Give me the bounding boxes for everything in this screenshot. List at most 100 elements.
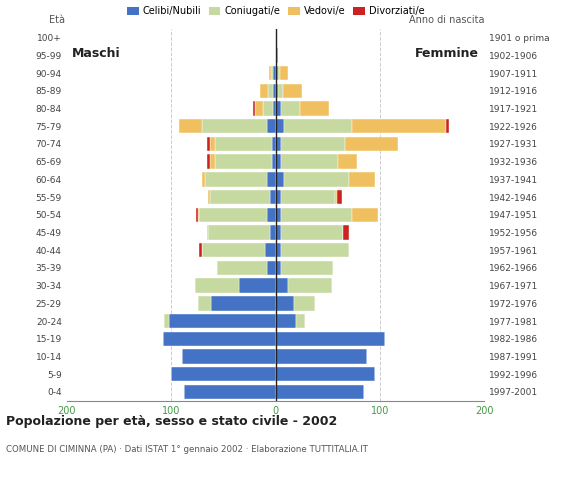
Bar [200,243,202,257]
Text: Maschi: Maschi [72,47,121,60]
Bar [202,172,205,187]
Bar [267,172,275,187]
Bar [263,101,273,116]
Bar [276,119,284,133]
Bar [271,66,273,80]
Bar [276,207,281,222]
Bar [171,367,276,382]
Bar [206,155,210,169]
Bar [217,261,267,275]
Bar [284,172,349,187]
Bar [351,119,445,133]
Bar [196,207,198,222]
Bar [215,137,273,151]
Bar [337,190,342,204]
Bar [281,155,338,169]
Bar [276,172,284,187]
Bar [346,137,398,151]
Bar [280,66,288,80]
Bar [265,243,276,257]
Bar [276,278,288,293]
Bar [276,155,281,169]
Bar [205,172,267,187]
Bar [281,190,335,204]
Bar [208,225,270,240]
Bar [445,119,449,133]
Bar [351,207,378,222]
Bar [276,225,281,240]
Bar [281,207,351,222]
Bar [335,190,337,204]
Bar [215,155,273,169]
Bar [239,278,276,293]
Bar [202,119,267,133]
Bar [278,66,280,80]
Bar [182,349,276,364]
Bar [281,137,346,151]
Bar [273,66,276,80]
Bar [179,119,202,133]
Bar [276,314,296,328]
Bar [283,84,302,98]
Bar [276,101,281,116]
Bar [195,278,239,293]
Bar [200,207,267,222]
Bar [299,101,329,116]
Bar [276,349,367,364]
Bar [211,296,276,311]
Bar [276,66,278,80]
Bar [206,225,208,240]
Bar [276,261,281,275]
Bar [267,261,275,275]
Bar [210,137,215,151]
Bar [296,314,304,328]
Bar [169,314,276,328]
Bar [276,367,375,382]
Bar [267,119,275,133]
Bar [281,225,343,240]
Legend: Celibi/Nubili, Coniugati/e, Vedovi/e, Divorziati/e: Celibi/Nubili, Coniugati/e, Vedovi/e, Di… [123,2,428,20]
Bar [255,101,263,116]
Bar [268,84,273,98]
Text: Popolazione per età, sesso e stato civile - 2002: Popolazione per età, sesso e stato civil… [6,415,337,428]
Text: Anno di nascita: Anno di nascita [409,15,484,25]
Bar [198,296,211,311]
Bar [208,190,210,204]
Bar [278,84,283,98]
Text: Femmine: Femmine [415,47,479,60]
Bar [198,207,200,222]
Bar [163,332,276,346]
Bar [288,278,332,293]
Bar [260,84,268,98]
Bar [184,384,276,399]
Bar [281,101,299,116]
Bar [276,137,281,151]
Bar [270,225,276,240]
Text: Età: Età [49,15,64,25]
Bar [276,332,385,346]
Bar [281,261,333,275]
Bar [267,207,275,222]
Bar [270,190,276,204]
Bar [276,296,294,311]
Bar [210,190,270,204]
Bar [273,155,275,169]
Text: COMUNE DI CIMINNA (PA) · Dati ISTAT 1° gennaio 2002 · Elaborazione TUTTITALIA.IT: COMUNE DI CIMINNA (PA) · Dati ISTAT 1° g… [6,445,368,455]
Bar [252,101,255,116]
Bar [164,314,169,328]
Bar [269,66,271,80]
Bar [276,384,364,399]
Bar [349,172,375,187]
Bar [273,101,276,116]
Bar [202,243,265,257]
Bar [284,119,351,133]
Bar [338,155,357,169]
Bar [276,190,281,204]
Bar [276,48,278,62]
Bar [281,243,349,257]
Bar [210,155,215,169]
Bar [276,84,278,98]
Bar [276,243,281,257]
Bar [294,296,315,311]
Bar [343,225,349,240]
